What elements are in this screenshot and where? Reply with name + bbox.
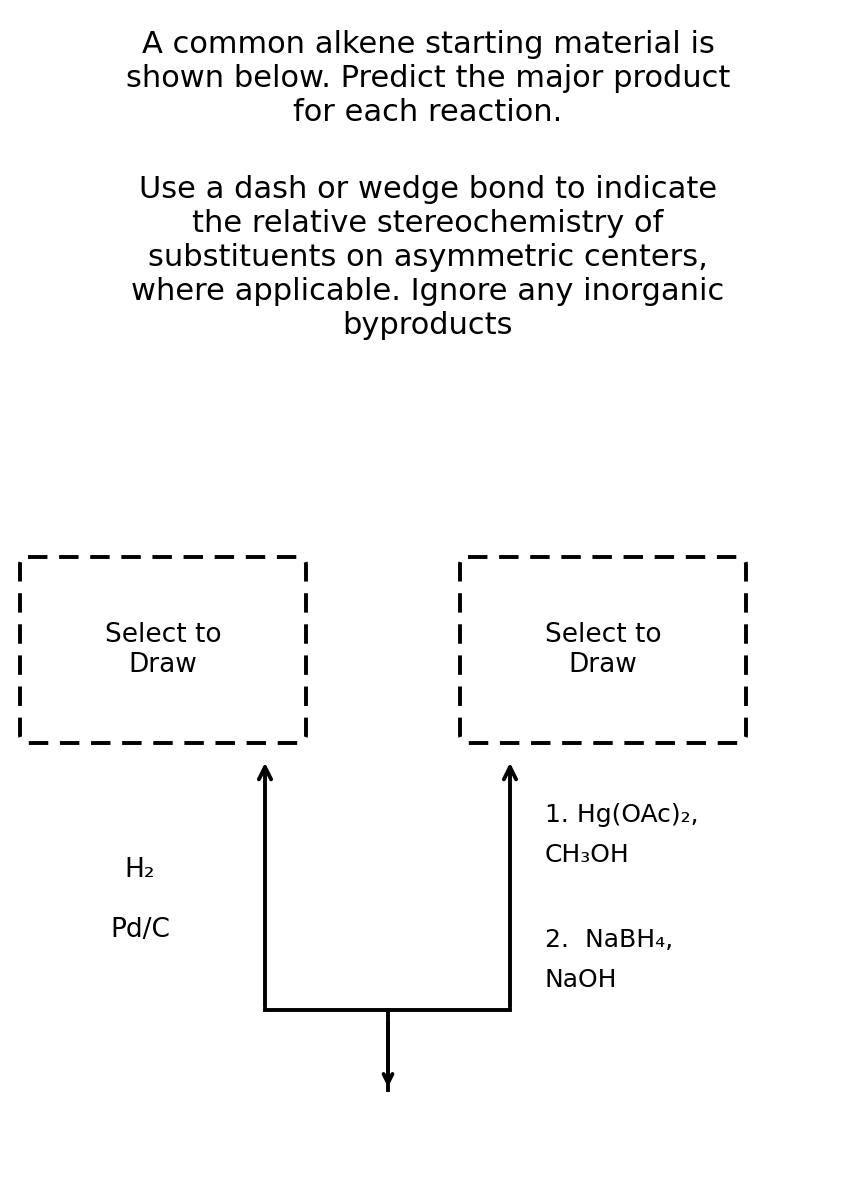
- Text: Use a dash or wedge bond to indicate: Use a dash or wedge bond to indicate: [139, 175, 717, 204]
- Text: Pd/C: Pd/C: [110, 917, 170, 943]
- Text: Select to
Draw: Select to Draw: [544, 622, 662, 678]
- Text: for each reaction.: for each reaction.: [294, 98, 562, 127]
- Text: CH₃OH: CH₃OH: [545, 842, 630, 866]
- Text: where applicable. Ignore any inorganic: where applicable. Ignore any inorganic: [131, 277, 725, 306]
- Text: NaOH: NaOH: [545, 968, 617, 992]
- Text: substituents on asymmetric centers,: substituents on asymmetric centers,: [148, 242, 708, 272]
- Text: A common alkene starting material is: A common alkene starting material is: [141, 30, 715, 59]
- Text: shown below. Predict the major product: shown below. Predict the major product: [126, 64, 730, 92]
- Text: 1. Hg(OAc)₂,: 1. Hg(OAc)₂,: [545, 803, 698, 827]
- Text: byproducts: byproducts: [342, 311, 514, 340]
- Text: 2.  NaBH₄,: 2. NaBH₄,: [545, 928, 674, 952]
- Text: the relative stereochemistry of: the relative stereochemistry of: [193, 209, 663, 238]
- Text: Select to
Draw: Select to Draw: [104, 622, 222, 678]
- Text: H₂: H₂: [125, 857, 155, 883]
